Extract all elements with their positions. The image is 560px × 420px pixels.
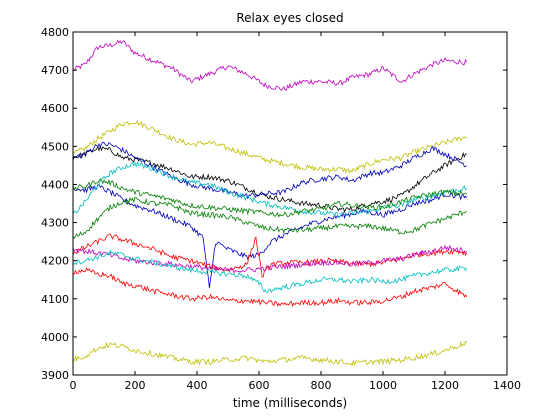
x-tick-label-1400: 1400	[493, 379, 521, 392]
y-tick-label-4100: 4100	[41, 293, 69, 306]
series-line-2	[72, 119, 467, 174]
series-line-8	[72, 196, 467, 240]
y-tick-label-4800: 4800	[41, 26, 69, 39]
y-tick-label-4000: 4000	[41, 331, 69, 344]
y-tick-label-4400: 4400	[41, 178, 69, 191]
series-line-6	[72, 161, 468, 218]
x-axis-label: time (milliseconds)	[233, 396, 347, 410]
plot-frame	[72, 31, 508, 376]
ticks-layer: 0 200 400 600 800 1000 1200 1400 3900 4000 4100 420…	[41, 26, 521, 392]
x-tick-label-1000: 1000	[369, 379, 397, 392]
y-tick-label-4300: 4300	[41, 217, 69, 230]
series-line-4	[72, 141, 467, 200]
x-tick-label-1200: 1200	[431, 379, 459, 392]
chart-title: Relax eyes closed	[236, 11, 343, 25]
series-line-10	[72, 244, 467, 274]
x-tick-label-200: 200	[125, 379, 146, 392]
series-line-11	[72, 249, 468, 294]
x-tick-label-0: 0	[70, 379, 77, 392]
y-tick-label-4500: 4500	[41, 140, 69, 153]
x-tick-label-800: 800	[311, 379, 332, 392]
series-line-13	[72, 340, 467, 367]
series-line-12	[72, 267, 468, 308]
y-tick-label-3900: 3900	[41, 369, 69, 382]
x-tick-label-400: 400	[187, 379, 208, 392]
y-tick-label-4200: 4200	[41, 255, 69, 268]
series-line-7	[72, 178, 467, 218]
series-line-1	[72, 39, 468, 91]
series-layer	[72, 39, 468, 367]
y-tick-label-4700: 4700	[41, 64, 69, 77]
series-line-5	[72, 184, 468, 289]
x-tick-label-600: 600	[249, 379, 270, 392]
series-line-3	[72, 145, 467, 213]
y-tick-label-4600: 4600	[41, 102, 69, 115]
